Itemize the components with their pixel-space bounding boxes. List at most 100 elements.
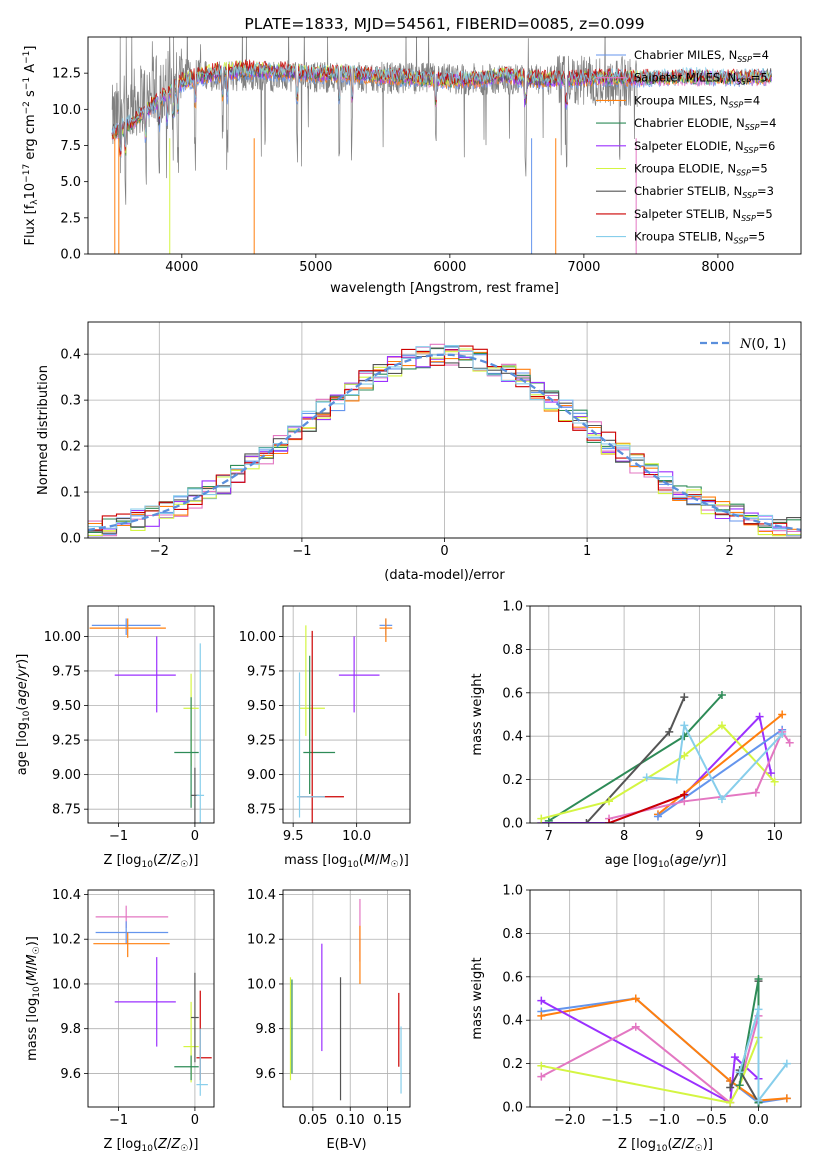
legend-label-args: (0, 1) [751,337,786,352]
legend-label-main: Salpeter STELIB, N [634,207,741,221]
label-part: / [681,1137,686,1152]
x-axis-label: E(B-V) [326,1137,366,1152]
weight-series-marker [605,819,614,823]
legend-label-suffix: =5 [756,207,773,221]
label-part: yr [15,662,30,678]
label-part: erg cm [23,114,38,163]
weight-series-marker [631,994,640,1003]
y-tick-label: 0.2 [502,773,523,788]
label-part: Z [672,1137,683,1152]
weight-series-marker [766,769,775,778]
panel-spectrum: 4000 5000 6000 7000 8000 0.0 2.5 5.0 7.5 10.0 12.5… [22,15,802,296]
label-part: ] [23,46,38,51]
weight-series-marker [537,1072,546,1081]
weight-series-marker [680,721,689,730]
x-tick-label: 8000 [701,260,734,275]
label-part: λ [30,199,40,205]
model-spectrum-line [111,61,772,152]
y-axis-label: mass weight [470,673,485,755]
label-part: )] [188,853,198,868]
weight-series-marker [778,730,787,739]
legend-label-sub: SSP [742,191,757,200]
legend-label-main: Salpeter ELODIE, N [634,139,744,153]
label-part: ☉ [180,1144,188,1154]
y-tick-label: 9.75 [52,664,81,679]
y-tick-label: 10.0 [247,977,276,992]
weight-series-line [608,793,685,823]
weight-series-marker [653,812,662,821]
y-tick-label: 9.25 [247,734,276,749]
label-part: Z [685,1137,696,1152]
legend-label-suffix: =4 [743,93,760,107]
axes-frame [87,889,215,1108]
label-part: Z [170,853,181,868]
label-part: ☉ [180,860,188,870]
label-part: 10 [23,183,38,200]
legend-label: N(0, 1) [739,337,786,352]
legend-label-sub: SSP [729,100,744,109]
label-part: E(B-V) [326,1137,366,1152]
label-part: age [log [15,722,30,775]
x-tick-label: −1.0 [648,1113,680,1128]
y-tick-label: 10.2 [247,933,276,948]
legend-label-main: Kroupa ELODIE, N [634,162,736,176]
legend-label-main: Chabrier ELODIE, N [634,116,745,130]
weight-series-marker [537,1061,546,1070]
x-tick-label: 0 [191,829,199,844]
plot-area [88,343,801,537]
weight-series-marker [631,1022,640,1031]
weight-series-marker [642,773,651,782]
weight-series-marker [782,1094,791,1103]
y-tick-label: 0.0 [502,817,523,832]
plot-area [111,37,772,254]
x-axis-label: wavelength [Angstrom, rest frame] [330,281,559,296]
legend-label-suffix: =5 [751,71,768,85]
label-part: Flux [f [23,204,38,245]
label-part: 10 [656,1144,668,1154]
y-tick-label: 9.50 [52,699,81,714]
label-part: )] [188,1137,198,1152]
label-part: )] [25,936,40,946]
y-tick-label: 10.0 [52,103,81,118]
x-tick-label: 5000 [299,260,332,275]
label-part: ( [667,1137,672,1152]
label-part: / [699,853,704,868]
y-tick-label: 10.00 [239,630,276,645]
weight-series-line [738,1009,788,1104]
legend-label: Salpeter STELIB, NSSP=5 [634,207,773,223]
y-tick-label: 0.0 [60,248,81,263]
x-tick-label: −1.5 [601,1113,633,1128]
y-tick-label: 10.4 [247,888,276,903]
legend-label-sub: SSP [736,169,751,178]
label-part: Z [170,1137,181,1152]
axes-frame [529,605,802,824]
plot-area [537,974,791,1107]
weight-series-marker [717,690,726,699]
label-part: (data-model)/error [384,568,505,583]
label-part: M [379,853,390,868]
x-tick-label: 0 [440,544,448,559]
weight-series-marker [735,1081,744,1090]
y-tick-label: 12.5 [52,67,81,82]
y-tick-label: 9.00 [247,768,276,783]
label-part: M [364,853,375,868]
plot-area [537,690,794,823]
x-tick-label: 9 [695,829,703,844]
weight-series-marker [754,974,763,983]
label-part: 10 [347,860,359,870]
label-part: ( [15,706,30,711]
y-tick-label: 0.3 [60,394,81,409]
label-part: / [375,853,380,868]
axes-frame [529,889,802,1108]
panel-mass-vs-EBV: 0.05 0.10 0.15 9.6 9.8 10.0 10.2 10.4 E(B-V) [247,888,411,1152]
label-part: ( [359,853,364,868]
x-tick-label: 7 [545,829,553,844]
x-tick-label: −2.0 [554,1113,586,1128]
label-part: ☉ [695,1144,703,1154]
weight-series-marker [680,693,689,702]
x-tick-label: 1 [583,544,591,559]
x-tick-label: 8 [620,829,628,844]
label-part: Normed distribution [36,365,51,495]
weight-series-marker [680,790,689,799]
